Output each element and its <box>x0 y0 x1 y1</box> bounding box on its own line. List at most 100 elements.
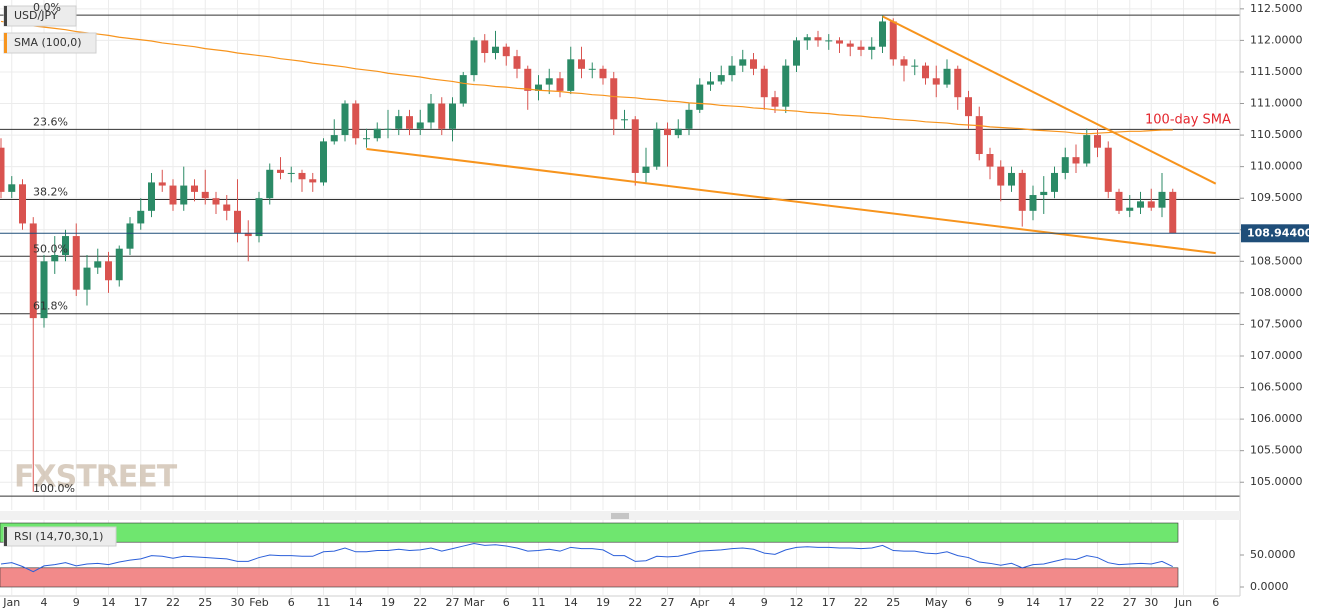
candle-body <box>105 261 112 281</box>
legend-title: USD/JPY <box>14 9 58 22</box>
candle-body <box>287 172 295 174</box>
candle-body <box>180 185 188 205</box>
x-tick-label: 11 <box>317 596 331 609</box>
legend-sma-label: SMA (100,0) <box>14 36 82 49</box>
x-tick-label: 6 <box>503 596 510 609</box>
y-tick-label: 110.0000 <box>1250 160 1303 173</box>
candle-body <box>1018 172 1026 211</box>
x-tick-label: 11 <box>532 596 546 609</box>
x-tick-label: 17 <box>134 596 148 609</box>
legend-main[interactable]: USD/JPY <box>3 5 77 27</box>
x-tick-label: Mar <box>464 596 485 609</box>
candle-body <box>857 46 865 50</box>
x-tick-label: 9 <box>997 596 1004 609</box>
candle-body <box>223 204 231 211</box>
legend-rsi[interactable]: RSI (14,70,30,1) <box>3 526 117 547</box>
candle-body <box>642 166 650 173</box>
y-tick-label: 105.0000 <box>1250 475 1303 488</box>
marks-layer <box>0 15 1240 573</box>
candle-body <box>169 185 177 205</box>
candle-body <box>298 172 306 180</box>
candle-body <box>502 46 510 57</box>
candle-body <box>728 65 736 76</box>
candle-body <box>137 210 145 224</box>
fib-label: 38.2% <box>33 185 68 198</box>
candle-body <box>277 169 284 173</box>
x-tick-label: Jan <box>2 596 20 609</box>
candle-body <box>352 103 360 139</box>
candle-body <box>932 78 940 85</box>
x-tick-label: 19 <box>596 596 610 609</box>
candle-body <box>1040 191 1048 196</box>
candle-body <box>954 68 962 98</box>
candle-body <box>631 119 639 173</box>
fib-label: 50.0% <box>33 242 68 255</box>
candle-body <box>943 68 951 85</box>
candle-body <box>825 40 833 42</box>
candle-body <box>309 179 317 183</box>
last-price-tag <box>1241 224 1309 243</box>
candle-body <box>674 128 682 136</box>
candle-body <box>696 84 704 110</box>
candle-body <box>126 223 134 249</box>
candle-body <box>19 184 26 224</box>
candle-body <box>685 109 693 129</box>
x-tick-label: 14 <box>564 596 578 609</box>
candle-body <box>8 184 16 192</box>
candle-body <box>1061 157 1069 173</box>
x-tick-label: 27 <box>1123 596 1137 609</box>
x-tick-label: Jun <box>1174 596 1192 609</box>
candle-body <box>610 78 618 120</box>
candle-body <box>567 59 575 91</box>
rsi-tick-label: 0.0000 <box>1250 580 1289 593</box>
x-tick-label: 22 <box>166 596 180 609</box>
candle-body <box>0 147 5 192</box>
candle-body <box>1169 191 1177 234</box>
fib-label: 100.0% <box>33 482 75 495</box>
candle-body <box>449 103 456 129</box>
y-tick-label: 109.5000 <box>1250 191 1303 204</box>
candle-body <box>524 68 532 91</box>
candle-body <box>1104 147 1112 192</box>
x-tick-label: 30 <box>1144 596 1158 609</box>
candle-body <box>621 119 628 121</box>
candle-body <box>997 166 1005 186</box>
x-tick-label: 9 <box>761 596 768 609</box>
candle-body <box>158 182 166 186</box>
candle-body <box>965 97 972 117</box>
x-tick-label: Apr <box>690 596 710 609</box>
candle-body <box>266 169 274 199</box>
candle-body <box>1158 191 1166 208</box>
y-tick-label: 112.0000 <box>1250 33 1303 46</box>
x-tick-label: 22 <box>628 596 642 609</box>
candle-body <box>836 40 843 44</box>
x-tick-label: 17 <box>822 596 836 609</box>
x-tick-label: 22 <box>413 596 427 609</box>
rsi-tick-label: 50.0000 <box>1250 548 1296 561</box>
x-tick-label: 6 <box>1212 596 1219 609</box>
candle-body <box>438 103 446 129</box>
candle-body <box>1008 172 1015 186</box>
candle-body <box>707 81 714 85</box>
candle-body <box>513 56 521 69</box>
candle-body <box>255 198 263 237</box>
separator-grip[interactable] <box>611 513 629 519</box>
candle-body <box>846 43 854 47</box>
candle-body <box>545 78 553 85</box>
candle-body <box>115 248 123 281</box>
x-tick-label: 6 <box>288 596 295 609</box>
legend-sma[interactable]: SMA (100,0) <box>3 32 97 54</box>
y-tick-label: 110.5000 <box>1250 128 1303 141</box>
x-tick-label: 30 <box>231 596 245 609</box>
x-tick-label: 22 <box>854 596 868 609</box>
candle-body <box>244 232 252 237</box>
front-layer: FXSTREET USD/JPY SMA (100,0) RSI (14,70,… <box>0 0 1309 609</box>
candle-body <box>1137 201 1144 208</box>
candle-body <box>986 154 994 167</box>
candle-body <box>599 68 607 79</box>
candle-body <box>94 261 102 268</box>
candle-body <box>384 128 392 130</box>
x-tick-label: 6 <box>965 596 972 609</box>
candle-body <box>879 21 886 47</box>
